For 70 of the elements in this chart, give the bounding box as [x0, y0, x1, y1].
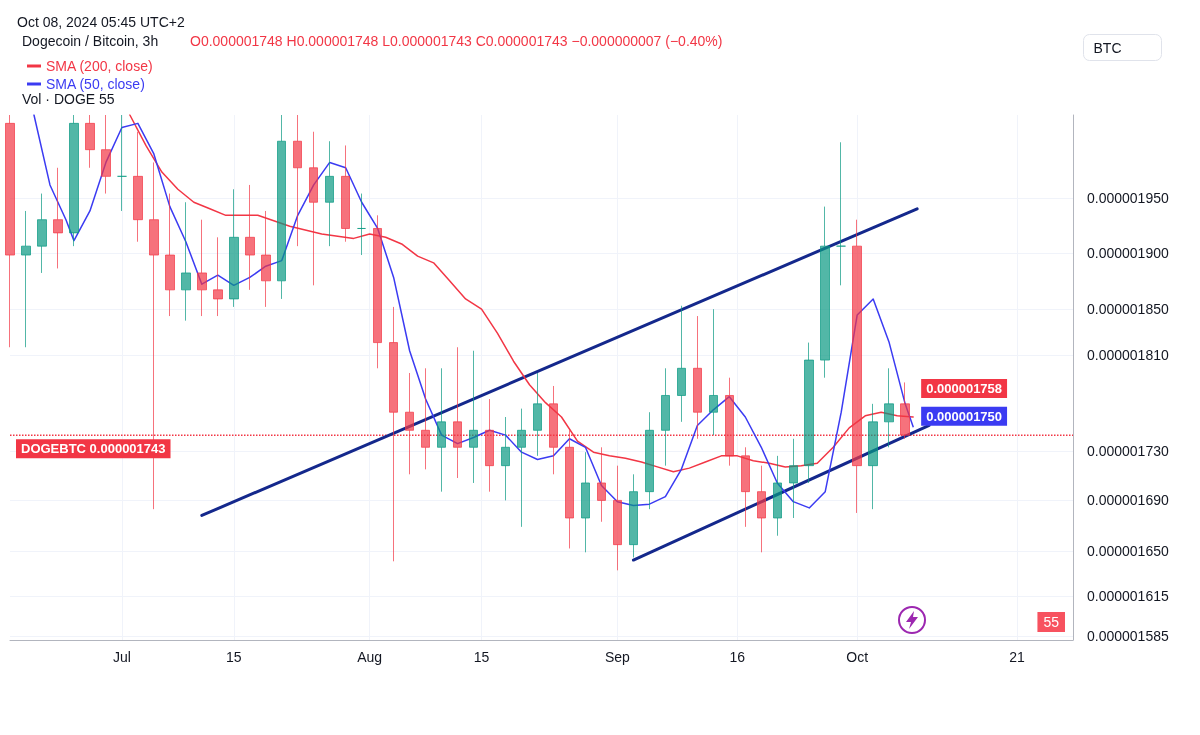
text: BTC [1093, 39, 1122, 56]
y-tick-label: 0.000001650 [1087, 543, 1169, 560]
candlestick [581, 451, 590, 553]
candlestick [21, 210, 31, 348]
chart-title: Dogecoin / Bitcoin, 3h [22, 33, 159, 49]
candlestick [469, 350, 478, 484]
candlestick [213, 236, 223, 317]
candlestick [677, 305, 686, 423]
candlestick [533, 372, 542, 457]
candlestick [53, 167, 63, 269]
candlestick [757, 465, 766, 553]
candlestick [613, 465, 622, 571]
candlestick [133, 131, 143, 243]
candlestick [325, 140, 334, 247]
data-label: 0.000001758 [926, 381, 1003, 397]
x-tick-label: 21 [1009, 649, 1026, 665]
candlestick [789, 438, 798, 519]
candlestick [181, 201, 191, 322]
candlestick [661, 367, 670, 467]
candlestick [820, 206, 830, 379]
candlestick [709, 308, 718, 436]
legend-label: SMA (200, close) [46, 58, 153, 74]
chart-subtitle: Oct 08, 2024 05:45 UTC+2 [17, 14, 185, 30]
candlestick [645, 411, 654, 510]
candlestick [629, 473, 638, 558]
candlestick [101, 114, 111, 195]
candlestick [229, 188, 239, 308]
candlestick [357, 193, 366, 256]
candlestick [437, 367, 446, 493]
x-tick-label: 15 [226, 649, 242, 665]
y-tick-label: 0.000001950 [1087, 189, 1169, 206]
candlestick [804, 342, 814, 484]
y-tick-label: 0.000001810 [1087, 347, 1169, 364]
candlestick [117, 114, 127, 212]
candlestick [277, 114, 286, 300]
candlestick [373, 214, 382, 369]
y-tick-label: 0.000001850 [1087, 301, 1169, 318]
candlestick [773, 455, 782, 537]
candlestick [261, 210, 271, 308]
data-label: 0.000001750 [926, 408, 1003, 424]
candlestick [309, 131, 318, 286]
text: Vol · DOGE 55 [22, 91, 115, 107]
annotation: 55 [1043, 614, 1060, 630]
candlestick [245, 184, 255, 291]
y-tick-label: 0.000001900 [1087, 244, 1169, 261]
candlestick [517, 408, 526, 528]
x-tick-label: Sep [604, 649, 631, 665]
candlestick [501, 416, 510, 501]
candlestick [884, 367, 894, 448]
candlestick [69, 114, 79, 247]
x-tick-label: Oct [846, 649, 869, 665]
y-tick-label: 0.000001585 [1087, 628, 1169, 644]
candlestick [37, 193, 47, 274]
x-tick-label: Jul [112, 649, 131, 665]
ref-line-label: DOGEBTC 0.000001743 [21, 441, 166, 457]
y-tick-label: 0.000001730 [1087, 442, 1169, 459]
candlestick [197, 219, 207, 317]
x-tick-label: 15 [473, 649, 490, 665]
x-tick-label: Aug [357, 649, 383, 665]
candlestick [868, 403, 878, 510]
y-tick-label: 0.000001615 [1087, 588, 1169, 605]
candlestick [5, 114, 15, 348]
candlestick [836, 141, 846, 286]
y-tick-label: 0.000001690 [1087, 492, 1169, 509]
candlestick [341, 144, 350, 243]
candlestick [85, 114, 95, 169]
text: O0.000001748 H0.000001748 L0.000001743 C0.000001743 −0.000000007 (−0.40%) [190, 33, 723, 49]
x-tick-label: 16 [729, 649, 746, 665]
legend-label: SMA (50, close) [46, 76, 145, 92]
candlestick [165, 193, 175, 317]
